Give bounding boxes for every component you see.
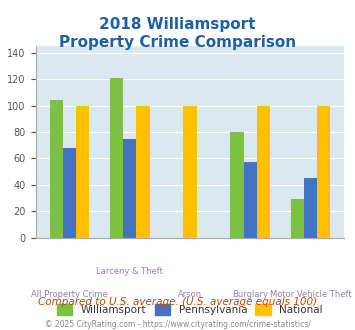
Text: Compared to U.S. average. (U.S. average equals 100): Compared to U.S. average. (U.S. average … bbox=[38, 297, 317, 307]
Text: All Property Crime: All Property Crime bbox=[31, 290, 108, 299]
Bar bbox=[123, 139, 136, 238]
Text: © 2025 CityRating.com - https://www.cityrating.com/crime-statistics/: © 2025 CityRating.com - https://www.city… bbox=[45, 320, 310, 329]
Bar bbox=[110, 78, 123, 238]
Text: Property Crime Comparison: Property Crime Comparison bbox=[59, 35, 296, 50]
Text: Arson: Arson bbox=[178, 290, 202, 299]
Bar bbox=[290, 199, 304, 238]
Bar bbox=[50, 100, 63, 238]
Bar bbox=[317, 106, 330, 238]
Bar bbox=[230, 132, 244, 238]
Text: Larceny & Theft: Larceny & Theft bbox=[96, 267, 163, 276]
Bar bbox=[304, 178, 317, 238]
Bar bbox=[183, 106, 197, 238]
Bar bbox=[63, 148, 76, 238]
Text: Motor Vehicle Theft: Motor Vehicle Theft bbox=[269, 290, 351, 299]
Bar bbox=[244, 162, 257, 238]
Legend: Williamsport, Pennsylvania, National: Williamsport, Pennsylvania, National bbox=[53, 300, 327, 319]
Text: Burglary: Burglary bbox=[232, 290, 268, 299]
Bar bbox=[257, 106, 270, 238]
Bar bbox=[136, 106, 149, 238]
Text: 2018 Williamsport: 2018 Williamsport bbox=[99, 16, 256, 31]
Bar bbox=[76, 106, 89, 238]
